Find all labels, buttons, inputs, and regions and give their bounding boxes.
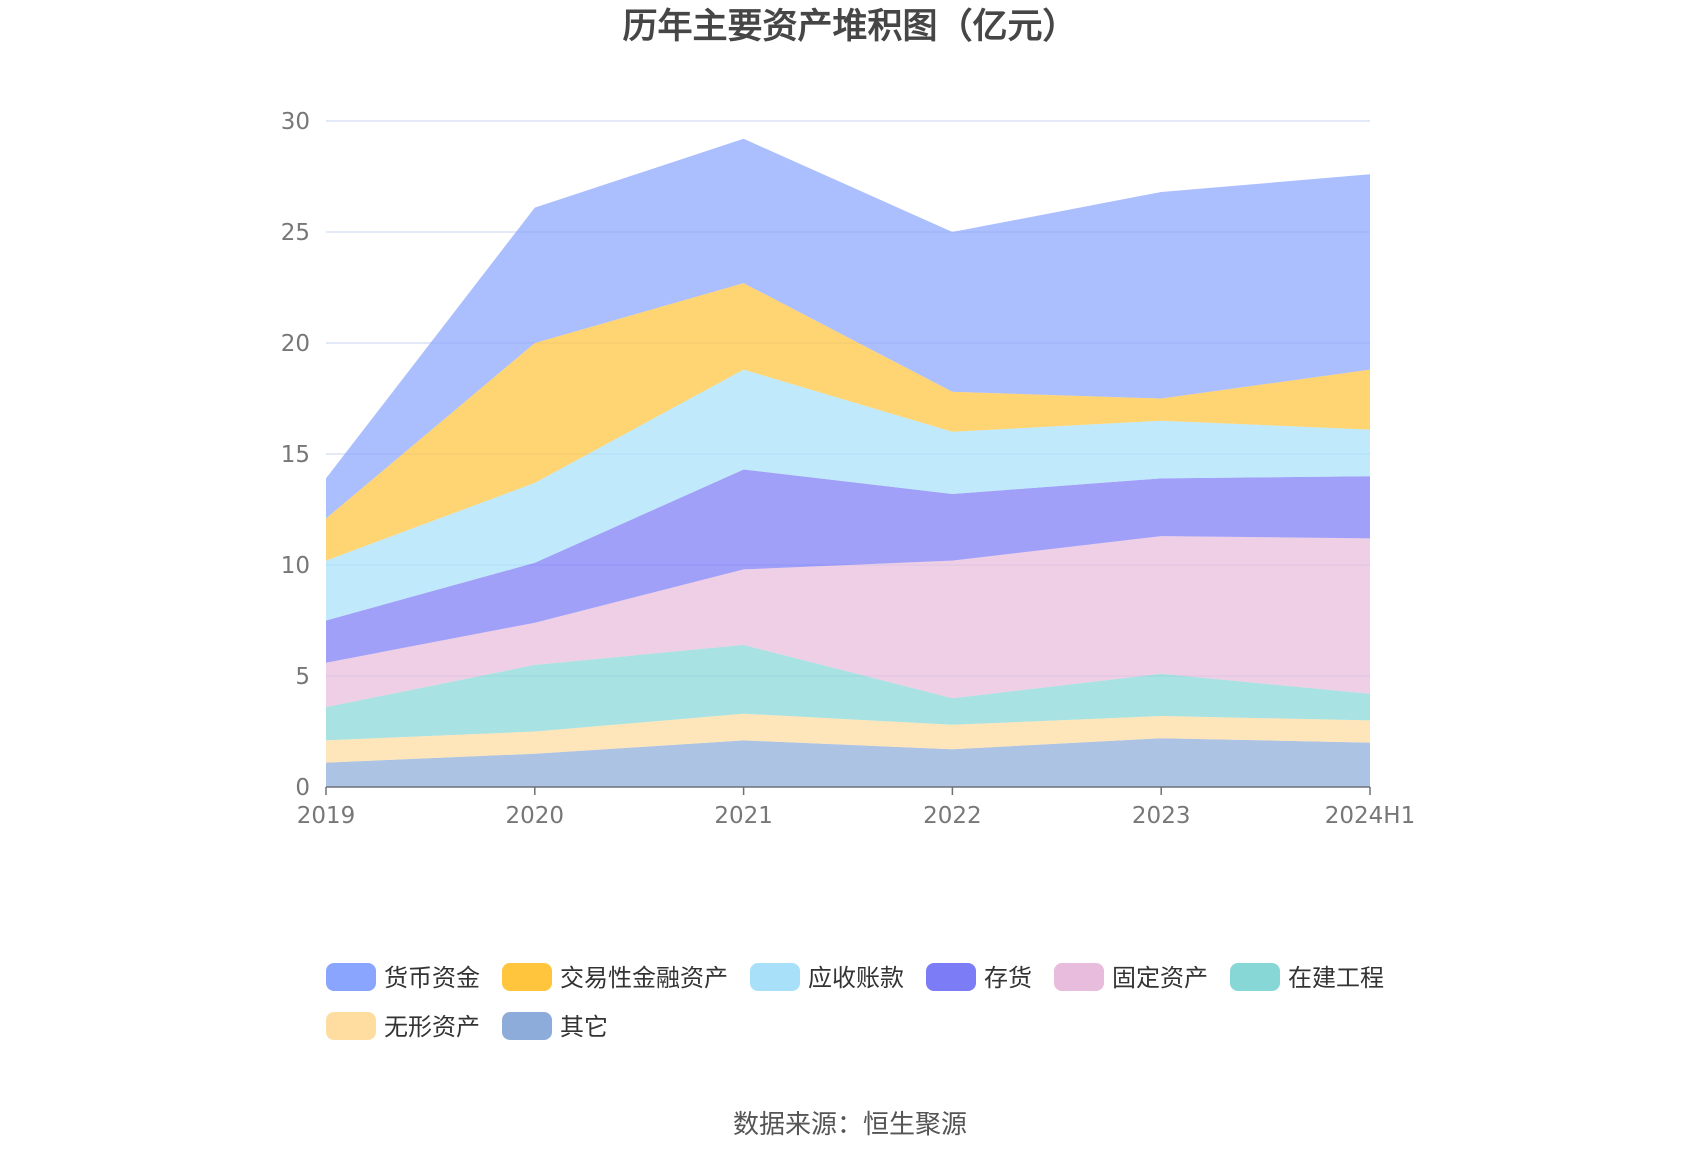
y-tick-label: 5 xyxy=(295,664,310,690)
legend-label: 货币资金 xyxy=(384,964,480,992)
x-tick-label: 2020 xyxy=(506,803,565,829)
x-tick-label: 2023 xyxy=(1132,803,1191,829)
legend-swatch xyxy=(926,963,976,991)
area-series-5: 应收账款 xyxy=(326,369,1370,621)
legend-swatch xyxy=(326,963,376,991)
x-tick-label: 2021 xyxy=(714,803,773,829)
area-series-3: 固定资产 xyxy=(326,536,1370,708)
y-tick-label: 30 xyxy=(281,109,310,135)
legend-item: 其它 xyxy=(502,1012,608,1041)
legend-item: 固定资产 xyxy=(1054,963,1208,992)
legend-label: 固定资产 xyxy=(1112,964,1208,992)
x-tick-label: 2022 xyxy=(923,803,982,829)
y-tick-label: 25 xyxy=(281,220,310,246)
area-series-7: 货币资金 xyxy=(326,138,1370,519)
y-tick-label: 20 xyxy=(281,331,310,357)
legend-item: 无形资产 xyxy=(326,1012,480,1041)
legend-item: 存货 xyxy=(926,963,1032,992)
legend-item: 交易性金融资产 xyxy=(502,963,728,992)
legend-item: 在建工程 xyxy=(1230,963,1384,992)
legend-label: 无形资产 xyxy=(384,1013,480,1041)
area-series-0: 其它 xyxy=(326,738,1370,787)
legend-swatch xyxy=(750,963,800,991)
legend-item: 应收账款 xyxy=(750,963,904,992)
legend-swatch xyxy=(502,963,552,991)
legend-label: 在建工程 xyxy=(1288,964,1384,992)
area-series-1: 无形资产 xyxy=(326,713,1370,763)
data-source: 数据来源：恒生聚源 xyxy=(733,1110,967,1140)
y-tick-label: 0 xyxy=(295,775,310,801)
legend-swatch xyxy=(1054,963,1104,991)
chart-title: 历年主要资产堆积图（亿元） xyxy=(622,7,1077,47)
legend-swatch xyxy=(1230,963,1280,991)
legend-label: 其它 xyxy=(560,1013,608,1041)
area-series-4: 存货 xyxy=(326,469,1370,663)
x-tick-label: 2024H1 xyxy=(1325,803,1415,829)
area-series-6: 交易性金融资产 xyxy=(326,283,1370,561)
legend-swatch xyxy=(326,1012,376,1040)
x-tick-label: 2019 xyxy=(297,803,356,829)
legend-item: 货币资金 xyxy=(326,963,480,992)
legend-label: 存货 xyxy=(984,964,1032,992)
area-layer: 其它无形资产在建工程固定资产存货应收账款交易性金融资产货币资金 xyxy=(326,138,1370,787)
legend-swatch xyxy=(502,1012,552,1040)
y-tick-label: 15 xyxy=(281,442,310,468)
legend-label: 应收账款 xyxy=(808,964,904,992)
area-series-2: 在建工程 xyxy=(326,644,1370,741)
y-tick-label: 10 xyxy=(281,553,310,579)
axis-layer: 0 5 10 15 20 25 30 2019 2020 2021 2022 2023 2024H1 xyxy=(281,109,1416,829)
legend-label: 交易性金融资产 xyxy=(560,964,728,992)
